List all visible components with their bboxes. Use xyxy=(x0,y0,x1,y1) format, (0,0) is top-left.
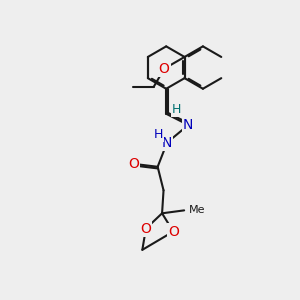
Text: N: N xyxy=(162,136,172,150)
Text: O: O xyxy=(128,157,139,171)
Text: N: N xyxy=(183,118,194,132)
Text: O: O xyxy=(159,62,170,76)
Text: H: H xyxy=(154,128,163,141)
Text: O: O xyxy=(168,225,179,238)
Text: H: H xyxy=(172,103,181,116)
Text: O: O xyxy=(140,222,151,236)
Text: Me: Me xyxy=(189,206,206,215)
